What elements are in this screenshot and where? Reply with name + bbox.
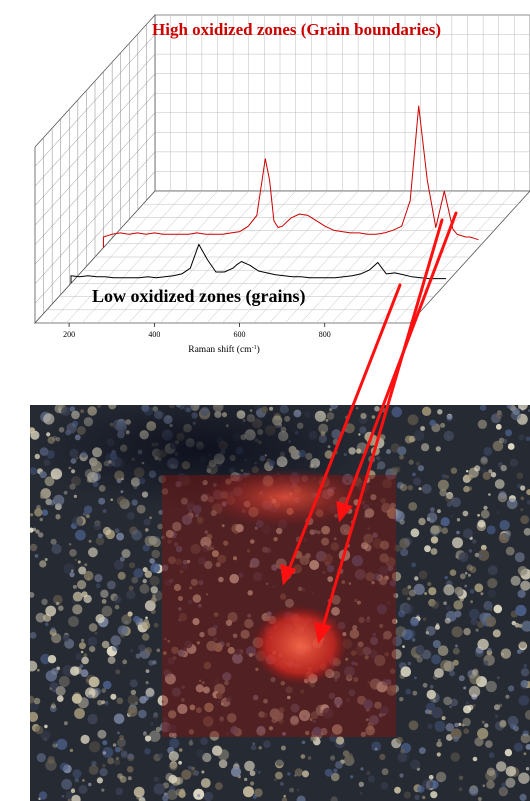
oxidized-region-spot (252, 605, 348, 685)
raman-spectra-chart: 200 400 600 800 Raman shift (cm-1) High oxi… (34, 13, 530, 355)
back-wall-grid (154, 14, 530, 192)
micrograph-image (30, 405, 530, 801)
left-wall-grid (34, 13, 156, 325)
arrow-boundary-a-head (336, 500, 353, 523)
floor-grid (34, 190, 530, 324)
oxidized-region-top (200, 467, 370, 527)
x-axis-label: Raman shift (cm-1) (188, 344, 260, 355)
arrow-boundary-b (320, 218, 444, 632)
x-tick-label: 200 (63, 330, 75, 339)
x-tick-label: 400 (148, 330, 160, 339)
spectrum-low (70, 243, 446, 284)
x-axis-ticks: 200 400 600 800 (63, 323, 331, 339)
x-tick-label: 800 (319, 330, 331, 339)
arrow-grains-head (280, 563, 297, 586)
low-oxidized-label: Low oxidized zones (grains) (92, 286, 306, 307)
spectra-lines (70, 105, 479, 284)
pointer-arrows (280, 211, 458, 644)
arrow-boundary-b-head (314, 622, 332, 644)
high-oxidized-label: High oxidized zones (Grain boundaries) (152, 20, 441, 39)
arrow-grains (286, 283, 402, 574)
x-tick-label: 600 (234, 330, 246, 339)
spectrum-high (102, 105, 479, 248)
